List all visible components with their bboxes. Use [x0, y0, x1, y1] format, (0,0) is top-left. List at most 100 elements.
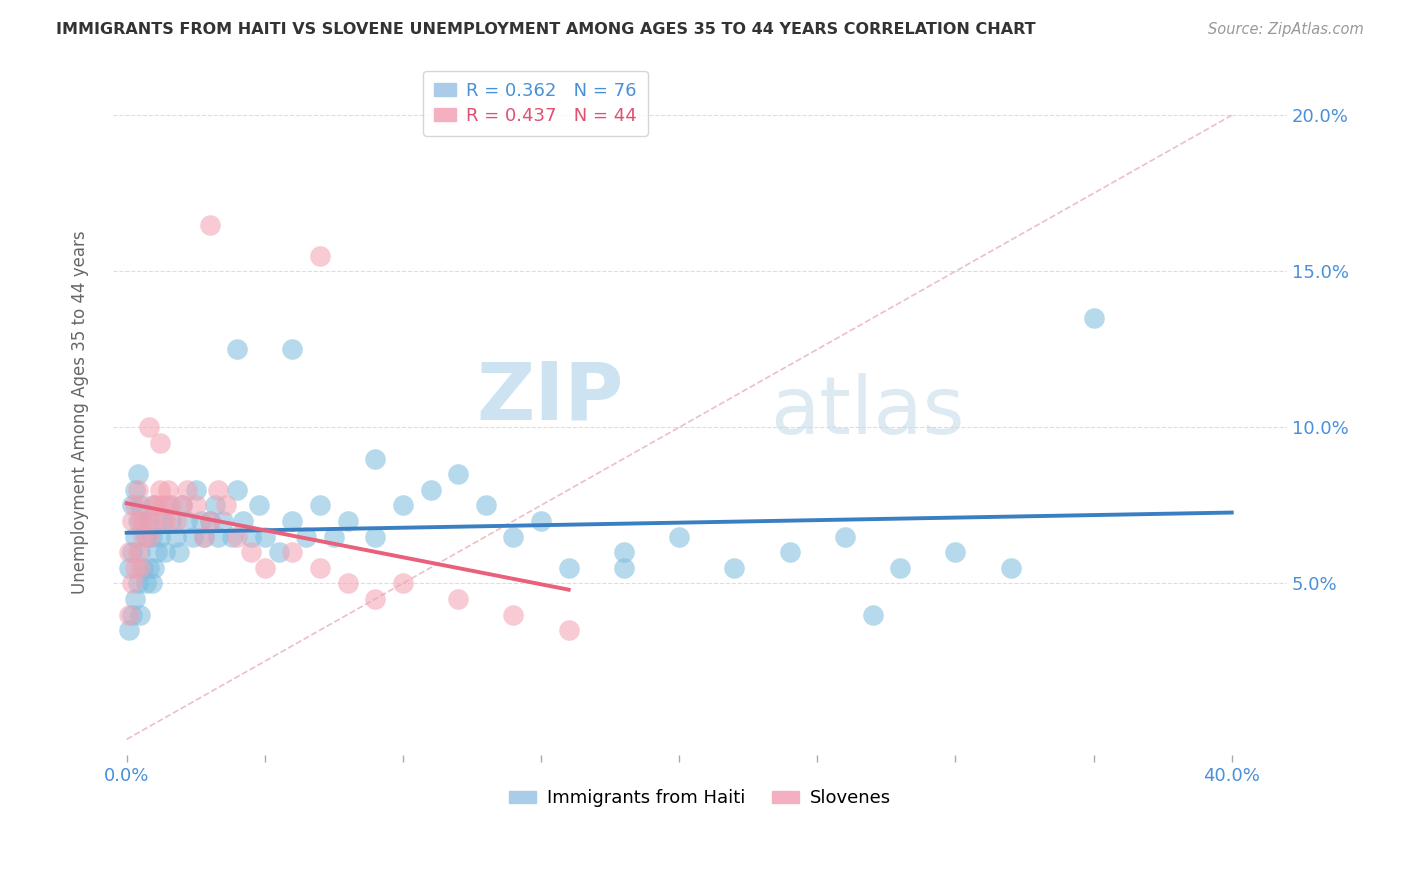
Point	[392, 498, 415, 512]
Point	[281, 545, 304, 559]
Point	[193, 529, 215, 543]
Point	[668, 529, 690, 543]
Point	[141, 529, 163, 543]
Point	[226, 483, 249, 497]
Point	[143, 498, 166, 512]
Point	[170, 498, 193, 512]
Point	[240, 545, 263, 559]
Point	[502, 607, 524, 622]
Point	[146, 545, 169, 559]
Point	[155, 514, 177, 528]
Point	[336, 514, 359, 528]
Point	[135, 514, 157, 528]
Point	[143, 560, 166, 574]
Point	[232, 514, 254, 528]
Point	[157, 483, 180, 497]
Point	[253, 529, 276, 543]
Point	[945, 545, 967, 559]
Point	[138, 560, 160, 574]
Text: Source: ZipAtlas.com: Source: ZipAtlas.com	[1208, 22, 1364, 37]
Point	[165, 529, 187, 543]
Point	[132, 514, 155, 528]
Point	[198, 514, 221, 528]
Point	[247, 498, 270, 512]
Point	[149, 436, 172, 450]
Point	[204, 498, 226, 512]
Point	[149, 483, 172, 497]
Point	[184, 498, 207, 512]
Point	[253, 560, 276, 574]
Point	[129, 607, 152, 622]
Point	[557, 623, 579, 637]
Point	[152, 498, 174, 512]
Point	[121, 545, 143, 559]
Point	[419, 483, 441, 497]
Point	[121, 498, 143, 512]
Point	[135, 529, 157, 543]
Point	[557, 560, 579, 574]
Point	[309, 560, 332, 574]
Point	[309, 498, 332, 512]
Point	[124, 591, 146, 606]
Point	[138, 514, 160, 528]
Point	[149, 529, 172, 543]
Point	[889, 560, 911, 574]
Point	[129, 498, 152, 512]
Point	[146, 498, 169, 512]
Point	[181, 529, 204, 543]
Point	[834, 529, 856, 543]
Text: IMMIGRANTS FROM HAITI VS SLOVENE UNEMPLOYMENT AMONG AGES 35 TO 44 YEARS CORRELAT: IMMIGRANTS FROM HAITI VS SLOVENE UNEMPLO…	[56, 22, 1036, 37]
Point	[295, 529, 318, 543]
Point	[447, 467, 470, 482]
Point	[157, 498, 180, 512]
Point	[267, 545, 290, 559]
Point	[1083, 311, 1105, 326]
Point	[118, 607, 141, 622]
Point	[127, 514, 149, 528]
Point	[121, 607, 143, 622]
Point	[132, 529, 155, 543]
Point	[141, 576, 163, 591]
Point	[129, 560, 152, 574]
Point	[121, 576, 143, 591]
Point	[127, 545, 149, 559]
Point	[176, 514, 198, 528]
Point	[198, 218, 221, 232]
Point	[176, 483, 198, 497]
Point	[127, 467, 149, 482]
Point	[138, 529, 160, 543]
Point	[215, 498, 238, 512]
Point	[392, 576, 415, 591]
Point	[152, 514, 174, 528]
Point	[160, 498, 183, 512]
Point	[226, 343, 249, 357]
Point	[124, 529, 146, 543]
Point	[118, 623, 141, 637]
Point	[170, 498, 193, 512]
Point	[207, 529, 229, 543]
Point	[309, 249, 332, 263]
Point	[135, 576, 157, 591]
Point	[124, 498, 146, 512]
Point	[143, 514, 166, 528]
Point	[364, 591, 387, 606]
Legend: Immigrants from Haiti, Slovenes: Immigrants from Haiti, Slovenes	[502, 782, 898, 814]
Point	[207, 483, 229, 497]
Point	[129, 545, 152, 559]
Point	[779, 545, 801, 559]
Point	[118, 560, 141, 574]
Point	[364, 529, 387, 543]
Point	[121, 514, 143, 528]
Y-axis label: Unemployment Among Ages 35 to 44 years: Unemployment Among Ages 35 to 44 years	[72, 230, 89, 593]
Text: atlas: atlas	[770, 373, 965, 450]
Point	[475, 498, 498, 512]
Point	[613, 560, 636, 574]
Point	[502, 529, 524, 543]
Point	[336, 576, 359, 591]
Point	[240, 529, 263, 543]
Point	[124, 560, 146, 574]
Point	[862, 607, 884, 622]
Point	[127, 576, 149, 591]
Point	[212, 514, 235, 528]
Point	[447, 591, 470, 606]
